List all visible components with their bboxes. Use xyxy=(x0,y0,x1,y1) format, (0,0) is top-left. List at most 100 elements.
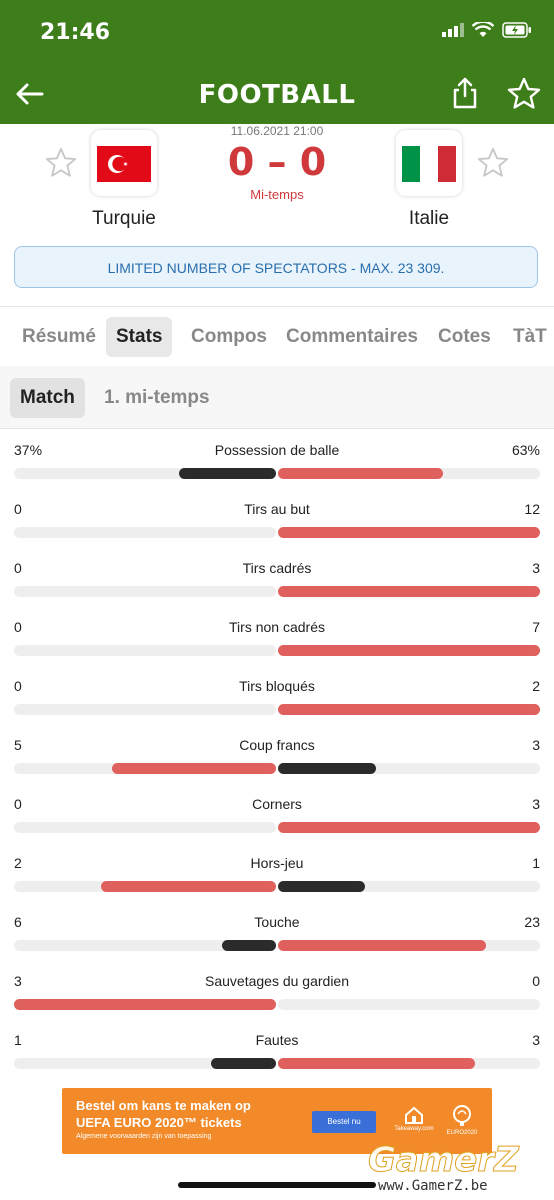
share-button[interactable] xyxy=(450,76,480,110)
stat-label: Tirs bloqués xyxy=(239,678,315,694)
away-team-flag[interactable] xyxy=(396,130,462,196)
stat-home-bar xyxy=(112,763,276,774)
stat-home-value: 0 xyxy=(14,678,22,694)
watermark-brand: GamerZ xyxy=(368,1140,520,1181)
stat-away-bar-track xyxy=(278,1058,540,1069)
stat-label: Tirs cadrés xyxy=(242,560,312,576)
stat-label: Corners xyxy=(252,796,302,812)
stat-home-bar xyxy=(210,1058,276,1069)
stat-away-value: 3 xyxy=(532,737,540,753)
status-time: 21:46 xyxy=(40,20,111,45)
home-team-name[interactable]: Turquie xyxy=(92,208,156,229)
title-bar: FOOTBALL xyxy=(0,70,554,120)
stat-away-bar-track xyxy=(278,822,540,833)
tab-tat[interactable]: TàT xyxy=(513,326,547,347)
arrow-left-icon xyxy=(16,83,44,105)
ad-banner[interactable]: Bestel om kans te maken op UEFA EURO 202… xyxy=(62,1088,492,1154)
stat-away-bar xyxy=(278,763,377,774)
stat-away-value: 2 xyxy=(532,678,540,694)
app-header: 21:46 FOOTBALL xyxy=(0,0,554,124)
stat-row: 0 Tirs non cadrés 7 xyxy=(0,607,554,666)
stat-row: 6 Touche 23 xyxy=(0,902,554,961)
star-icon xyxy=(507,77,541,109)
stat-away-bar-track xyxy=(278,527,540,538)
stat-away-bar xyxy=(278,586,540,597)
subtab-match[interactable]: Match xyxy=(10,378,85,418)
stat-away-bar-track xyxy=(278,881,540,892)
stat-label: Tirs au but xyxy=(244,501,310,517)
stat-away-bar-track xyxy=(278,763,540,774)
tab-resume[interactable]: Résumé xyxy=(22,326,96,347)
stat-home-value: 5 xyxy=(14,737,22,753)
stat-row: 0 Tirs cadrés 3 xyxy=(0,548,554,607)
star-outline-icon xyxy=(45,147,77,177)
match-score: 0 – 0 xyxy=(227,140,327,184)
match-datetime: 11.06.2021 21:00 xyxy=(230,124,324,138)
ad-headline: Bestel om kans te maken op xyxy=(76,1098,251,1113)
wifi-icon xyxy=(472,22,494,37)
stat-away-bar-track xyxy=(278,999,540,1010)
stat-label: Tirs non cadrés xyxy=(229,619,325,635)
tab-stats[interactable]: Stats xyxy=(106,317,173,357)
subtab-first-half[interactable]: 1. mi-temps xyxy=(104,387,210,408)
stat-home-bar xyxy=(101,881,276,892)
stat-home-value: 37% xyxy=(14,442,43,458)
stat-away-bar xyxy=(278,881,366,892)
ad-euro-text: EURO2020 xyxy=(446,1130,478,1136)
star-outline-icon xyxy=(477,147,509,177)
tab-cotes[interactable]: Cotes xyxy=(438,326,491,347)
away-favorite-star[interactable] xyxy=(476,146,510,180)
favorite-button[interactable] xyxy=(506,76,542,112)
stat-home-bar-track xyxy=(14,468,276,479)
stat-row: 37% Possession de balle 63% xyxy=(0,430,554,489)
tab-commentaires[interactable]: Commentaires xyxy=(286,326,418,347)
stat-away-value: 3 xyxy=(532,1032,540,1048)
stat-away-value: 0 xyxy=(532,973,540,989)
stat-away-bar xyxy=(278,1058,475,1069)
stat-label: Hors-jeu xyxy=(250,855,304,871)
watermark-url: www.GamerZ.be xyxy=(378,1178,488,1194)
stat-home-bar-track xyxy=(14,645,276,656)
stat-label: Coup francs xyxy=(239,737,315,753)
stat-home-value: 0 xyxy=(14,619,22,635)
stat-away-value: 3 xyxy=(532,560,540,576)
spectators-notice: LIMITED NUMBER OF SPECTATORS - MAX. 23 3… xyxy=(14,246,538,288)
stat-home-bar-track xyxy=(14,999,276,1010)
stat-home-value: 0 xyxy=(14,501,22,517)
stat-home-bar-track xyxy=(14,940,276,951)
stat-label: Sauvetages du gardien xyxy=(205,973,349,989)
stat-row: 2 Hors-jeu 1 xyxy=(0,843,554,902)
home-indicator xyxy=(178,1182,376,1188)
stat-label: Fautes xyxy=(255,1032,299,1048)
tab-compos[interactable]: Compos xyxy=(191,326,267,347)
stat-home-bar xyxy=(221,940,276,951)
trophy-icon xyxy=(453,1105,471,1126)
stat-home-bar-track xyxy=(14,527,276,538)
stat-away-value: 12 xyxy=(524,501,540,517)
stat-away-bar-track xyxy=(278,704,540,715)
back-button[interactable] xyxy=(12,76,48,112)
ad-order-button[interactable]: Bestel nu xyxy=(312,1111,376,1133)
ad-takeaway-text: Takeaway.com xyxy=(394,1126,434,1132)
stat-home-bar xyxy=(179,468,276,479)
italy-flag-icon xyxy=(402,146,456,182)
stat-away-bar xyxy=(278,704,540,715)
home-team-flag[interactable] xyxy=(91,130,157,196)
stat-home-value: 6 xyxy=(14,914,22,930)
stat-away-bar xyxy=(278,940,486,951)
match-header: Turquie 11.06.2021 21:00 0 – 0 Mi-temps … xyxy=(0,124,554,242)
stat-label: Possession de balle xyxy=(214,442,340,458)
stat-away-bar-track xyxy=(278,940,540,951)
stat-row: 0 Tirs au but 12 xyxy=(0,489,554,548)
stat-home-bar-track xyxy=(14,704,276,715)
stat-home-bar xyxy=(14,999,276,1010)
away-team-name[interactable]: Italie xyxy=(408,208,450,229)
stat-away-bar-track xyxy=(278,586,540,597)
home-favorite-star[interactable] xyxy=(44,146,78,180)
ad-takeaway-logo: Takeaway.com xyxy=(394,1106,434,1136)
stat-home-bar-track xyxy=(14,1058,276,1069)
stat-row: 1 Fautes 3 xyxy=(0,1020,554,1079)
stat-row: 0 Corners 3 xyxy=(0,784,554,843)
stat-home-bar-track xyxy=(14,881,276,892)
signal-icon xyxy=(442,23,464,37)
